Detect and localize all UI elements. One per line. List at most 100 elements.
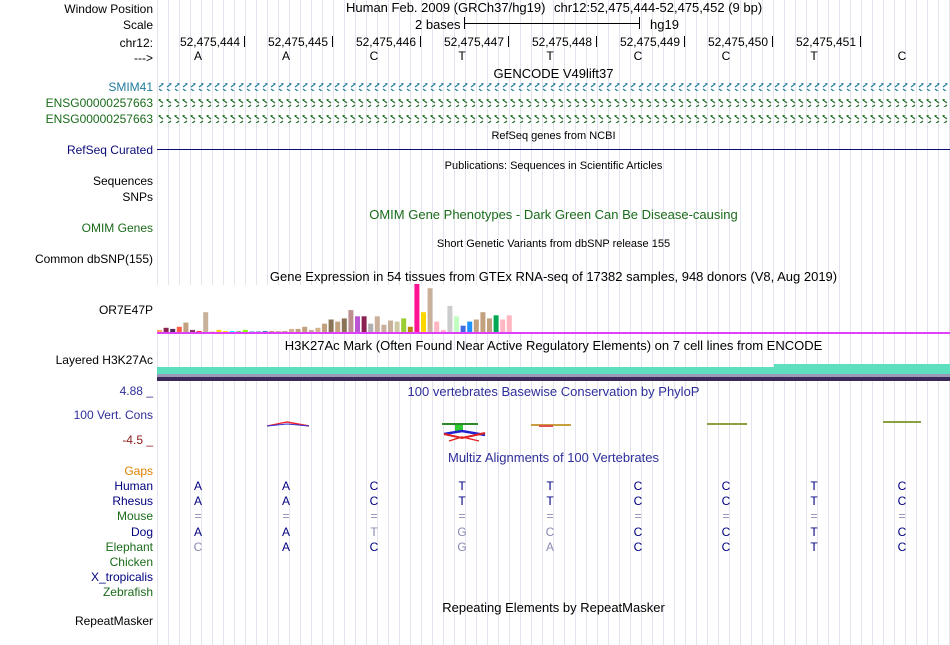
gtex-tissue-bar[interactable] xyxy=(163,327,169,332)
gtex-tissue-bar[interactable] xyxy=(480,312,486,332)
omim-label[interactable]: OMIM Genes xyxy=(81,221,153,235)
gtex-tissue-bar[interactable] xyxy=(341,318,347,332)
gene-label-smim41[interactable]: SMIM41 xyxy=(108,80,153,94)
h3k27ac-signal[interactable] xyxy=(157,364,950,381)
gencode-gene-models[interactable] xyxy=(157,80,950,126)
gtex-tissue-bar[interactable] xyxy=(209,331,215,332)
dbsnp-label[interactable]: Common dbSNP(155) xyxy=(34,252,153,266)
gtex-tissue-bar[interactable] xyxy=(302,326,308,332)
grid-line xyxy=(674,0,675,645)
phylop-max: 4.88 _ xyxy=(119,384,153,398)
gtex-tissue-bar[interactable] xyxy=(500,319,506,333)
gtex-tissue-bar[interactable] xyxy=(223,331,228,332)
gtex-tissue-bar[interactable] xyxy=(176,326,182,332)
phylop-title: 100 vertebrates Basewise Conservation by… xyxy=(407,384,700,399)
gtex-tissue-bar[interactable] xyxy=(381,324,387,332)
smim41-gene[interactable] xyxy=(157,83,950,91)
gtex-tissue-bar[interactable] xyxy=(421,312,426,332)
species-label-x-tropicalis[interactable]: X_tropicalis xyxy=(90,570,153,585)
species-label-chicken[interactable]: Chicken xyxy=(109,555,153,569)
gtex-tissue-bar[interactable] xyxy=(361,316,367,332)
gtex-tissue-bar[interactable] xyxy=(242,329,248,332)
gtex-tissue-bar[interactable] xyxy=(368,323,374,332)
refseq-label[interactable]: RefSeq Curated xyxy=(66,143,153,157)
gtex-tissue-bar[interactable] xyxy=(335,321,341,332)
gtex-tissue-bar[interactable] xyxy=(170,328,176,332)
gencode-title: GENCODE V49lift37 xyxy=(493,66,614,81)
grid-line xyxy=(861,0,862,645)
gtex-tissue-bar[interactable] xyxy=(473,319,479,333)
grid-line xyxy=(916,0,917,645)
gtex-tissue-bar[interactable] xyxy=(454,316,459,332)
gtex-tissue-bar[interactable] xyxy=(447,305,453,332)
gtex-tissue-bar[interactable] xyxy=(295,328,301,332)
gtex-tissue-bar[interactable] xyxy=(322,323,327,332)
gtex-tissue-bar[interactable] xyxy=(434,321,440,332)
coordinate-tick xyxy=(684,36,685,47)
gtex-tissue-bar[interactable] xyxy=(414,284,420,332)
gtex-tissue-bar[interactable] xyxy=(388,320,393,333)
gtex-tissue-bar[interactable] xyxy=(394,321,400,332)
phylop-label[interactable]: 100 Vert. Cons xyxy=(73,408,153,422)
gtex-tissue-bar[interactable] xyxy=(183,322,189,332)
gtex-tissue-bar[interactable] xyxy=(256,331,261,332)
gtex-tissue-bar[interactable] xyxy=(157,329,162,332)
gene-label-ensg2[interactable]: ENSG00000257663 xyxy=(45,112,153,126)
aligned-base: C xyxy=(633,479,643,493)
snps-label[interactable]: SNPs xyxy=(122,190,153,204)
coordinate-label: 52,475,449 xyxy=(619,35,680,49)
species-label-human[interactable]: Human xyxy=(114,479,153,493)
phylop-conservation-plot[interactable] xyxy=(157,410,950,446)
species-label-mouse[interactable]: Mouse xyxy=(116,509,153,524)
gtex-tissue-bar[interactable] xyxy=(427,288,433,332)
gtex-tissue-bar[interactable] xyxy=(407,326,413,332)
refseq-line[interactable] xyxy=(157,149,950,150)
gtex-tissue-bar[interactable] xyxy=(440,329,446,332)
species-label-rhesus[interactable]: Rhesus xyxy=(112,494,153,509)
species-label-zebrafish[interactable]: Zebrafish xyxy=(102,585,153,600)
gtex-gene-label[interactable]: OR7E47P xyxy=(98,303,153,317)
gene-label-ensg1[interactable]: ENSG00000257663 xyxy=(45,96,153,110)
coordinate-label: 52,475,451 xyxy=(795,35,856,49)
gtex-tissue-bar[interactable] xyxy=(355,316,360,332)
gtex-tissue-bar[interactable] xyxy=(216,329,222,332)
gtex-tissue-bar[interactable] xyxy=(308,329,314,332)
gtex-tissue-bar[interactable] xyxy=(275,331,281,332)
aligned-base: C xyxy=(193,539,203,554)
gtex-tissue-bar[interactable] xyxy=(506,315,512,332)
gtex-tissue-bar[interactable] xyxy=(196,331,202,332)
gtex-tissue-bar[interactable] xyxy=(289,328,294,332)
gaps-label[interactable]: Gaps xyxy=(124,464,153,478)
gtex-tissue-bar[interactable] xyxy=(467,321,473,332)
gtex-tissue-bar[interactable] xyxy=(401,318,407,332)
gtex-tissue-bar[interactable] xyxy=(493,315,499,332)
gtex-bar-chart[interactable] xyxy=(157,282,950,334)
species-label-dog[interactable]: Dog xyxy=(130,524,153,539)
gtex-tissue-bar[interactable] xyxy=(236,331,242,332)
gtex-tissue-bar[interactable] xyxy=(229,331,235,332)
aligned-base: C xyxy=(633,494,643,509)
gtex-tissue-bar[interactable] xyxy=(487,318,492,332)
gtex-tissue-bar[interactable] xyxy=(249,331,255,332)
h3k27ac-label[interactable]: Layered H3K27Ac xyxy=(55,353,153,367)
aligned-base: = xyxy=(282,509,290,524)
gtex-tissue-bar[interactable] xyxy=(269,331,275,332)
gtex-tissue-bar[interactable] xyxy=(348,310,354,332)
gtex-tissue-bar[interactable] xyxy=(282,331,288,332)
species-label-elephant[interactable]: Elephant xyxy=(105,539,153,554)
gtex-tissue-bar[interactable] xyxy=(315,327,321,332)
ensg-gene-2[interactable] xyxy=(157,115,950,123)
gtex-tissue-bar[interactable] xyxy=(190,329,195,332)
rmsk-label[interactable]: RepeatMasker xyxy=(74,614,153,628)
ensg-gene-1[interactable] xyxy=(157,99,950,107)
sequences-label[interactable]: Sequences xyxy=(92,174,153,188)
aligned-base: G xyxy=(457,524,467,539)
gtex-tissue-bar[interactable] xyxy=(203,312,209,332)
gtex-title: Gene Expression in 54 tissues from GTEx … xyxy=(269,269,838,284)
gtex-tissue-bar[interactable] xyxy=(460,325,466,332)
gtex-tissue-bar[interactable] xyxy=(328,319,334,333)
gtex-tissue-bar[interactable] xyxy=(374,316,380,332)
gtex-tissue-bar[interactable] xyxy=(262,331,268,332)
reference-base: A xyxy=(281,49,290,63)
grid-line xyxy=(619,0,620,645)
